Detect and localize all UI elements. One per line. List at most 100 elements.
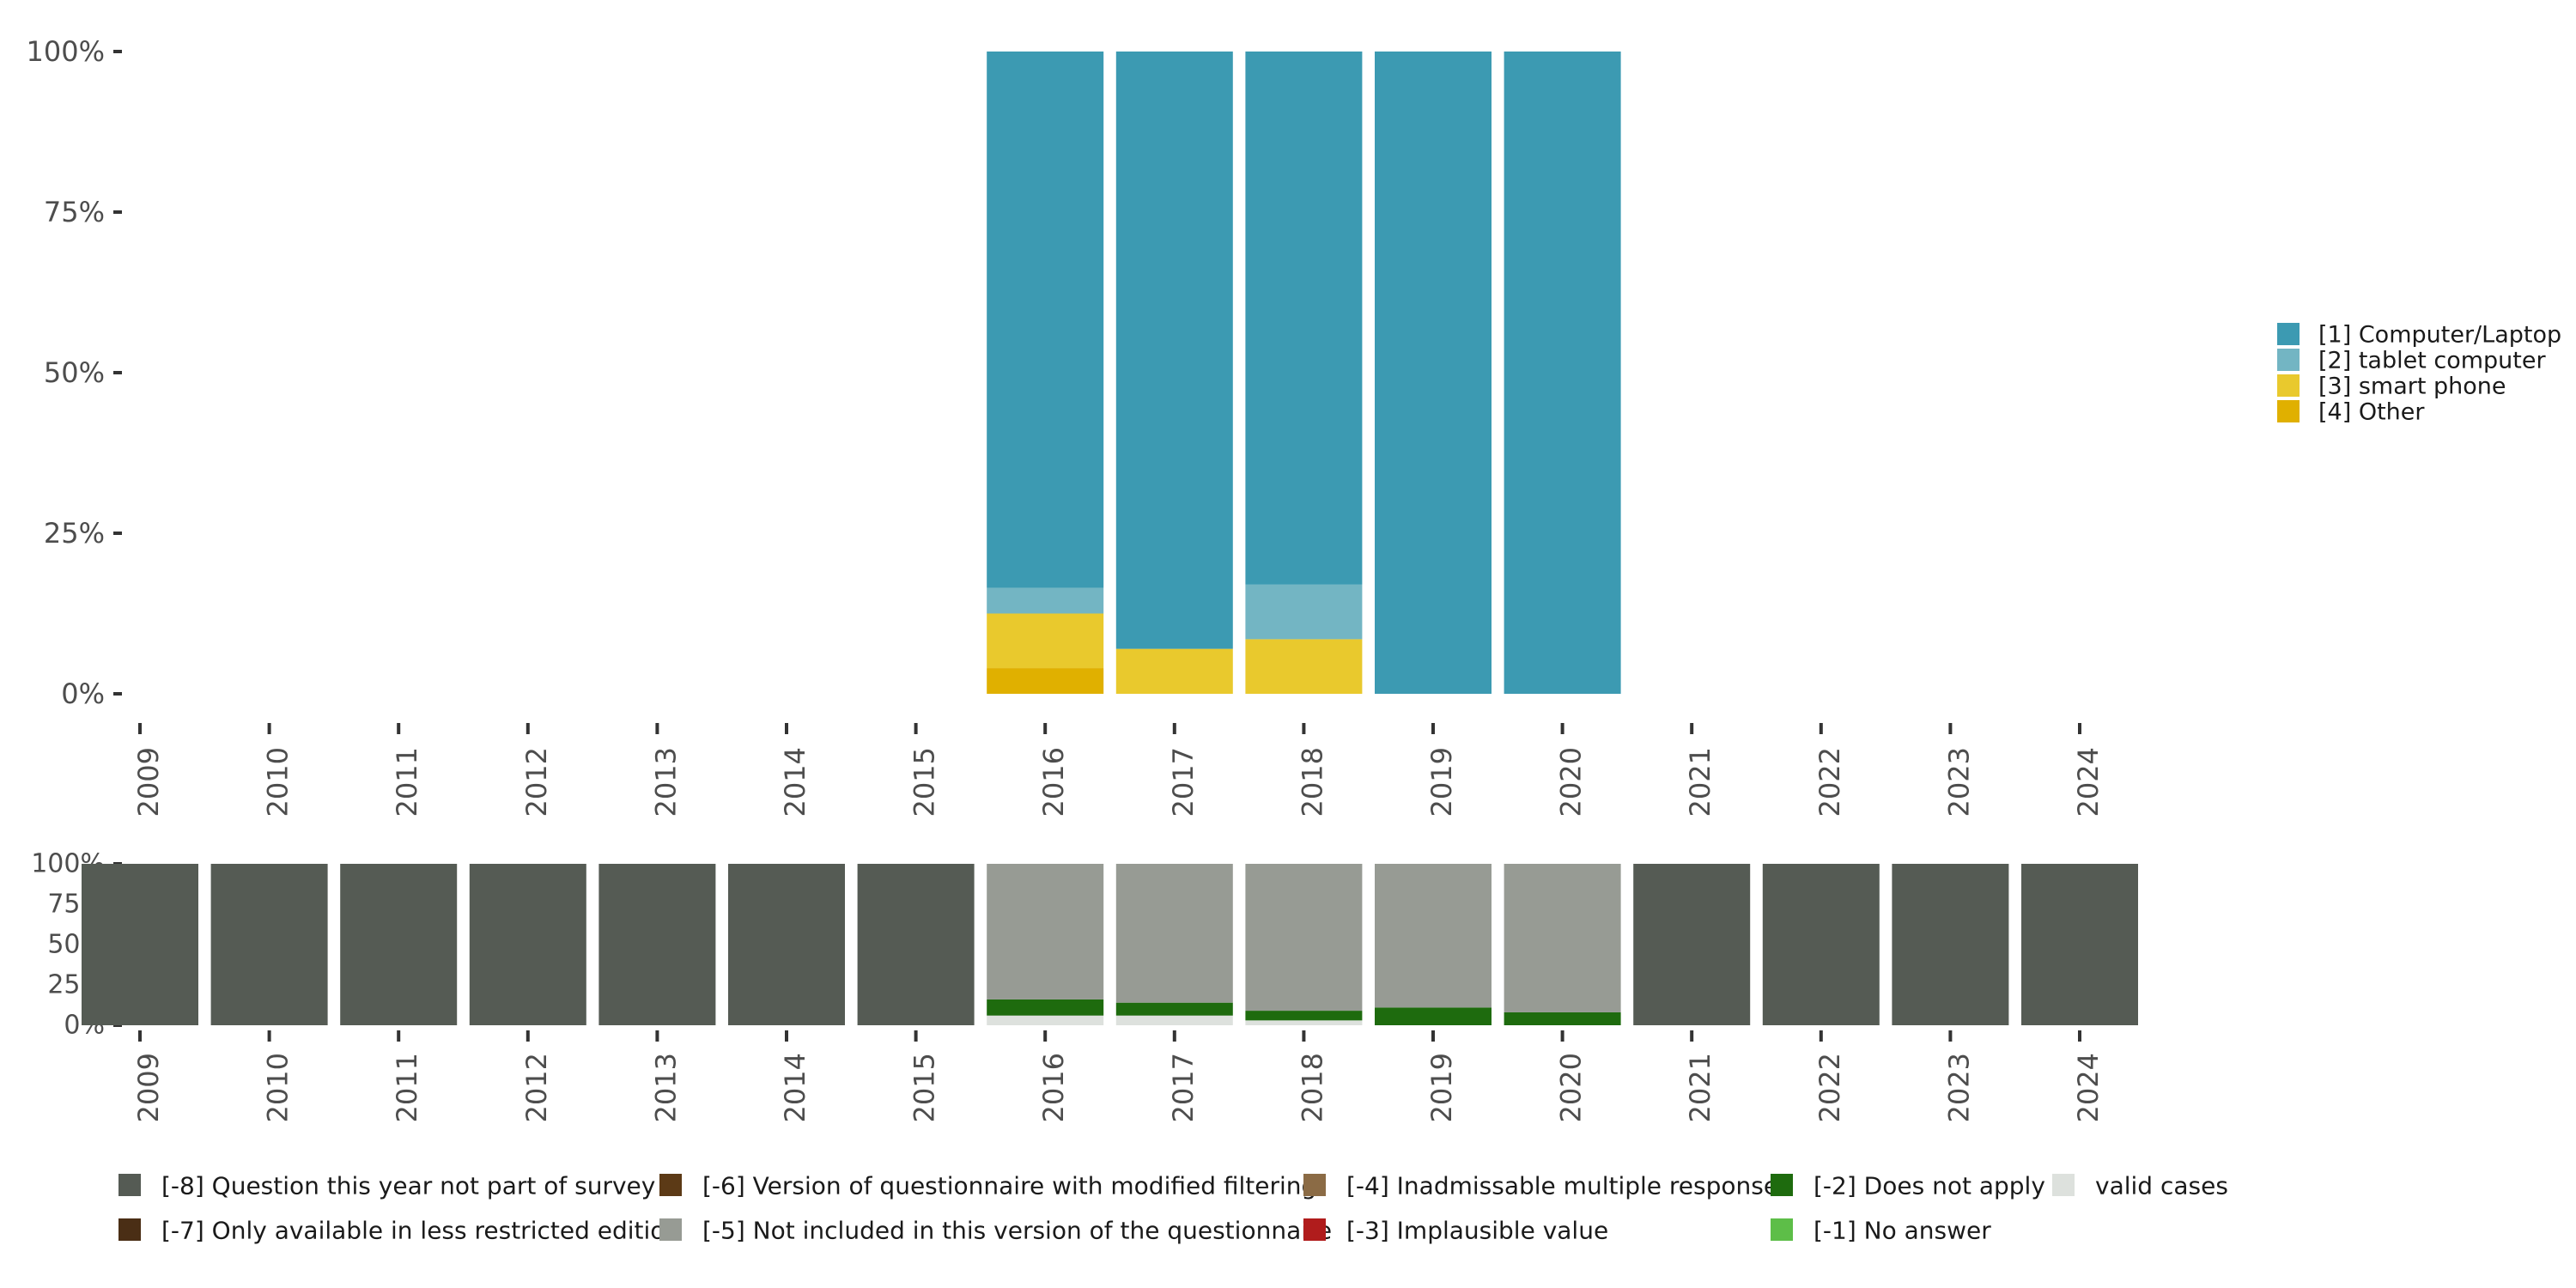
- top-bar-2017-series-1: [1115, 648, 1233, 694]
- top-xtick-label: 2020: [1555, 747, 1588, 817]
- top-ytick-label: 50%: [44, 356, 105, 389]
- bottom-bar-2019-series-2: [1375, 864, 1492, 1008]
- bottom-xtick-label: 2012: [520, 1053, 553, 1122]
- top-xtick-label: 2012: [520, 747, 553, 817]
- top-ytick-label: 0%: [61, 677, 105, 710]
- bottom-bar-2010-series-3: [210, 864, 328, 1025]
- top-xtick-label: 2023: [1942, 747, 1975, 817]
- legend-swatch: [118, 1218, 141, 1241]
- legend-label: [1] Computer/Laptop: [2318, 322, 2561, 349]
- top-bar-2016-series-3: [987, 52, 1104, 588]
- bottom-xtick-label: 2023: [1942, 1053, 1975, 1122]
- legend-label: [2] tablet computer: [2318, 348, 2546, 374]
- bottom-xtick-label: 2016: [1037, 1053, 1070, 1122]
- top-ytick-label: 75%: [44, 196, 105, 228]
- top-ytick-label: 100%: [27, 35, 105, 68]
- legend-label: [4] Other: [2318, 399, 2425, 426]
- top-bar-2019-series-3: [1375, 52, 1492, 694]
- bottom-chart-panel: 0%25%50%75%100%2009201020112012201320142…: [31, 849, 2138, 1122]
- legend-label: valid cases: [2095, 1172, 2228, 1200]
- bottom-xtick-label: 2015: [908, 1053, 941, 1122]
- bottom-xtick-label: 2020: [1555, 1053, 1588, 1122]
- top-xtick-label: 2019: [1425, 747, 1458, 817]
- legend-swatch: [1303, 1174, 1326, 1196]
- legend-label: [-3] Implausible value: [1346, 1217, 1608, 1245]
- bottom-bar-2017-series-0: [1115, 1015, 1233, 1025]
- legend-label: [-7] Only available in less restricted e…: [161, 1217, 680, 1245]
- bottom-bar-2016-series-0: [987, 1015, 1104, 1025]
- bottom-bar-2011-series-3: [340, 864, 458, 1025]
- top-xtick-label: 2021: [1684, 747, 1716, 817]
- top-ytick-label: 25%: [44, 517, 105, 550]
- legend-swatch: [1771, 1218, 1793, 1241]
- top-xtick-label: 2011: [391, 747, 423, 817]
- bottom-bar-2021-series-3: [1633, 864, 1751, 1025]
- top-bar-2018-series-3: [1245, 52, 1363, 585]
- bottom-bar-2017-series-2: [1115, 864, 1233, 1003]
- top-xtick-label: 2018: [1296, 747, 1328, 817]
- bottom-xtick-label: 2021: [1684, 1053, 1716, 1122]
- legend-label: [-1] No answer: [1814, 1217, 1991, 1245]
- legend-swatch: [118, 1174, 141, 1196]
- bottom-bar-2016-series-1: [987, 999, 1104, 1016]
- top-xtick-label: 2010: [262, 747, 295, 817]
- legend-swatch: [1771, 1174, 1793, 1196]
- top-chart-panel: 0% 25% 50% 75% 100% 2009 2010 2011 2012 2013 2014 2…: [27, 35, 2105, 817]
- legend-label: [-4] Inadmissable multiple response: [1346, 1172, 1778, 1200]
- bottom-xtick-label: 2011: [391, 1053, 423, 1122]
- bottom-bar-2023-series-3: [1892, 864, 2009, 1025]
- bottom-bar-2017-series-1: [1115, 1002, 1233, 1016]
- bottom-bar-2024-series-3: [2021, 864, 2138, 1025]
- bottom-bar-2015-series-3: [857, 864, 975, 1025]
- top-xtick-label: 2009: [132, 747, 165, 817]
- bottom-xtick-label: 2019: [1425, 1053, 1458, 1122]
- bottom-bar-2020-series-2: [1504, 864, 1621, 1012]
- legend-swatch: [659, 1218, 682, 1241]
- top-bar-2016-series-0: [987, 668, 1104, 694]
- top-xtick-label: 2016: [1037, 747, 1070, 817]
- bottom-xtick-label: 2017: [1167, 1053, 1200, 1122]
- legend-swatch: [2277, 400, 2300, 422]
- bottom-bar-2018-series-0: [1245, 1020, 1363, 1025]
- top-bar-2018-series-2: [1245, 584, 1363, 640]
- legend-label: [3] smart phone: [2318, 374, 2506, 400]
- top-bar-2016-series-1: [987, 613, 1104, 669]
- bottom-xtick-label: 2013: [649, 1053, 682, 1122]
- bottom-bar-2022-series-3: [1762, 864, 1880, 1025]
- top-xtick-label: 2024: [2072, 747, 2105, 817]
- bottom-bar-2018-series-2: [1245, 864, 1363, 1012]
- bottom-bar-2012-series-3: [469, 864, 586, 1025]
- top-bar-2020-series-3: [1504, 52, 1621, 694]
- top-xtick-label: 2015: [908, 747, 941, 817]
- legend-label: [-6] Version of questionnaire with modif…: [702, 1172, 1316, 1200]
- bottom-bar-2014-series-3: [728, 864, 845, 1025]
- legend-label: [-5] Not included in this version of the…: [702, 1217, 1332, 1245]
- bottom-xtick-label: 2009: [132, 1053, 165, 1122]
- bottom-bar-2019-series-1: [1375, 1007, 1492, 1025]
- top-bar-2018-series-1: [1245, 639, 1363, 694]
- top-bar-2017-series-3: [1115, 52, 1233, 649]
- top-bar-2016-series-2: [987, 587, 1104, 614]
- bottom-xtick-label: 2022: [1814, 1053, 1846, 1122]
- bottom-xtick-label: 2010: [262, 1053, 295, 1122]
- legend-label: [-2] Does not apply: [1814, 1172, 2045, 1200]
- bottom-bar-2013-series-3: [598, 864, 716, 1025]
- bottom-bar-2018-series-1: [1245, 1011, 1363, 1021]
- legend-swatch: [1303, 1218, 1326, 1241]
- top-xtick-label: 2014: [779, 747, 811, 817]
- bottom-bar-2020-series-1: [1504, 1012, 1621, 1025]
- legend-swatch: [659, 1174, 682, 1196]
- bottom-xtick-label: 2018: [1296, 1053, 1328, 1122]
- top-chart-legend: [1] Computer/Laptop[2] tablet computer[3…: [2277, 322, 2561, 426]
- bottom-xtick-label: 2024: [2072, 1053, 2105, 1122]
- legend-swatch: [2277, 349, 2300, 371]
- bottom-xtick-label: 2014: [779, 1053, 811, 1122]
- bottom-bar-2009-series-3: [82, 864, 198, 1025]
- legend-label: [-8] Question this year not part of surv…: [161, 1172, 655, 1200]
- legend-swatch: [2277, 323, 2300, 345]
- top-xtick-label: 2013: [649, 747, 682, 817]
- legend-swatch: [2277, 374, 2300, 397]
- legend-swatch: [2052, 1174, 2075, 1196]
- bottom-chart-legend: [-8] Question this year not part of surv…: [118, 1172, 2228, 1245]
